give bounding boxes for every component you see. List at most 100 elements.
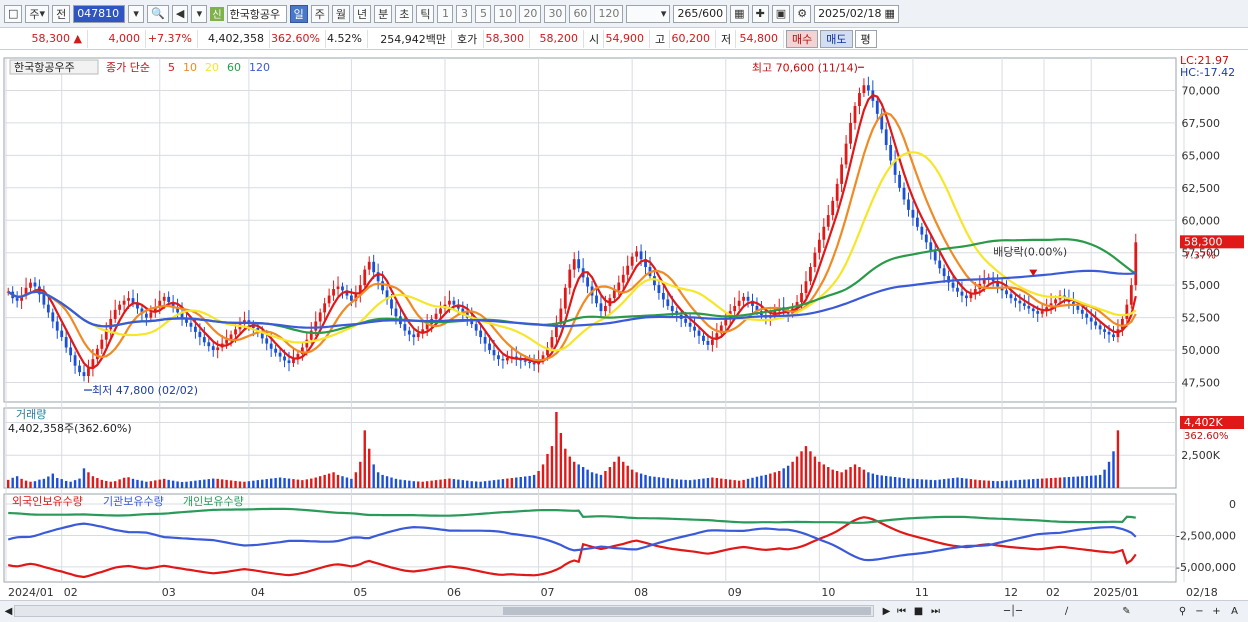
candle-body [104, 329, 108, 340]
candle-body [118, 304, 122, 310]
code-dropdown-icon[interactable]: ▾ [128, 4, 145, 23]
interval-3[interactable]: 3 [456, 4, 473, 23]
volume-bar [853, 464, 857, 488]
interval-60[interactable]: 60 [569, 4, 592, 23]
period-year[interactable]: 년 [352, 4, 372, 23]
interval-dropdown[interactable]: ▾ [626, 4, 671, 23]
volume-bar [372, 464, 375, 488]
speaker-icon[interactable]: ◀ [171, 4, 189, 23]
candle-body [1134, 242, 1138, 286]
candle-body [706, 340, 710, 345]
period-day[interactable]: 일 [289, 4, 308, 23]
save-icon[interactable]: ▣ [771, 4, 791, 23]
market-label: 주 [29, 7, 40, 21]
search-icon[interactable]: 🔍 [147, 4, 169, 23]
scroll-right-icon[interactable]: ▶ [882, 605, 891, 617]
font-size-icon[interactable]: A [1231, 605, 1238, 617]
candle-body [296, 353, 300, 360]
price-panel: 최고 70,600 (11/14) 최저 47,800 (02/02) 배당락(0.… [6, 61, 1138, 397]
sell-button[interactable]: 매도 [820, 29, 853, 48]
volume-bar [1009, 480, 1013, 488]
stop-icon[interactable]: ■ [913, 605, 924, 617]
candle-body [956, 287, 959, 292]
crosshair-icon[interactable]: ✚ [751, 4, 769, 23]
last-page-icon[interactable]: ⏭ [931, 605, 940, 617]
candle-body [60, 330, 64, 338]
volume-bar [947, 478, 950, 488]
volume-bar [555, 412, 558, 488]
candle-body [24, 287, 28, 296]
candle-body [207, 342, 211, 347]
zoom-out-icon[interactable]: − [1195, 605, 1204, 617]
open-label: 시 [584, 29, 604, 48]
high-price: 60,200 [670, 29, 716, 48]
scrollbar[interactable] [14, 605, 874, 617]
scroll-thumb[interactable] [503, 607, 871, 615]
eval-button[interactable]: 평 [854, 29, 877, 48]
date-input[interactable]: 2025/02/18 ▦ [814, 4, 899, 23]
stock-code-input[interactable]: 047810 [73, 4, 126, 23]
candle-body [202, 337, 206, 343]
volume-bar [858, 467, 861, 488]
candle-body [372, 261, 376, 273]
period-month[interactable]: 월 [331, 4, 350, 23]
menu-dropdown-icon[interactable]: ▾ [191, 4, 208, 23]
zoom-in-icon[interactable]: + [1212, 605, 1221, 617]
draw-tool-icon[interactable]: ∕ [1064, 605, 1069, 617]
stock-chart[interactable]: 최고 70,600 (11/14) 최저 47,800 (02/02) 배당락(0.… [0, 52, 1248, 602]
up-arrow-icon: ▲ [73, 32, 82, 45]
candle-body [702, 335, 705, 341]
flow-legend-1: 기관보유수량 [103, 495, 164, 508]
pen-icon[interactable]: ✎ [1122, 605, 1131, 617]
ma-20-line [7, 151, 1137, 352]
volume-bar [122, 477, 126, 488]
interval-120[interactable]: 120 [594, 4, 624, 23]
candle-style-icon[interactable]: ▦ [730, 4, 749, 23]
first-page-icon[interactable]: ⏮ [897, 605, 906, 617]
volume-bar [69, 481, 72, 488]
candle-body [122, 300, 126, 305]
volume-bar [991, 480, 995, 488]
period-week[interactable]: 주 [310, 4, 329, 23]
count-box[interactable]: 265/600 [673, 4, 728, 23]
candle-body [87, 368, 90, 377]
magnifier-icon[interactable]: ⚲ [1178, 605, 1187, 617]
candle-body [283, 356, 286, 361]
buy-button[interactable]: 매수 [786, 29, 819, 48]
price-tag: 58,300 [1184, 235, 1223, 248]
candle-body [693, 326, 696, 331]
volume-bar [907, 478, 910, 488]
window-icon[interactable]: □ [4, 4, 23, 23]
candle-body [644, 259, 647, 267]
interval-10[interactable]: 10 [494, 4, 517, 23]
period-second[interactable]: 초 [395, 4, 414, 23]
volume-bar [1063, 477, 1066, 488]
time-tick-label: 11 [915, 586, 929, 599]
interval-30[interactable]: 30 [544, 4, 567, 23]
candle-body [488, 343, 491, 351]
candle-body [109, 318, 113, 330]
interval-20[interactable]: 20 [519, 4, 542, 23]
time-tick-label: 04 [251, 586, 265, 599]
volume-bar [987, 480, 990, 488]
volume-bar [1054, 477, 1057, 488]
candle-body [532, 363, 536, 365]
volume-bar [965, 478, 968, 488]
volume-bar [916, 479, 919, 488]
volume-bar [399, 479, 402, 488]
candle-body [862, 85, 866, 94]
scroll-left-icon[interactable]: ◀ [4, 605, 13, 617]
volume-bar [568, 456, 571, 488]
period-minute[interactable]: 분 [374, 4, 393, 23]
market-select[interactable]: 주 ▾ [25, 4, 50, 23]
gear-icon[interactable]: ⚙ [793, 4, 812, 23]
prev-button[interactable]: 전 [52, 4, 71, 23]
period-tick[interactable]: 틱 [416, 4, 435, 23]
volume-bar [644, 474, 647, 488]
zoom-slider-icon[interactable]: ─│─ [1003, 605, 1023, 617]
volume-bar [394, 478, 398, 488]
volume-bar [180, 481, 184, 488]
volume-bar [800, 451, 803, 488]
interval-5[interactable]: 5 [475, 4, 492, 23]
interval-1[interactable]: 1 [437, 4, 454, 23]
